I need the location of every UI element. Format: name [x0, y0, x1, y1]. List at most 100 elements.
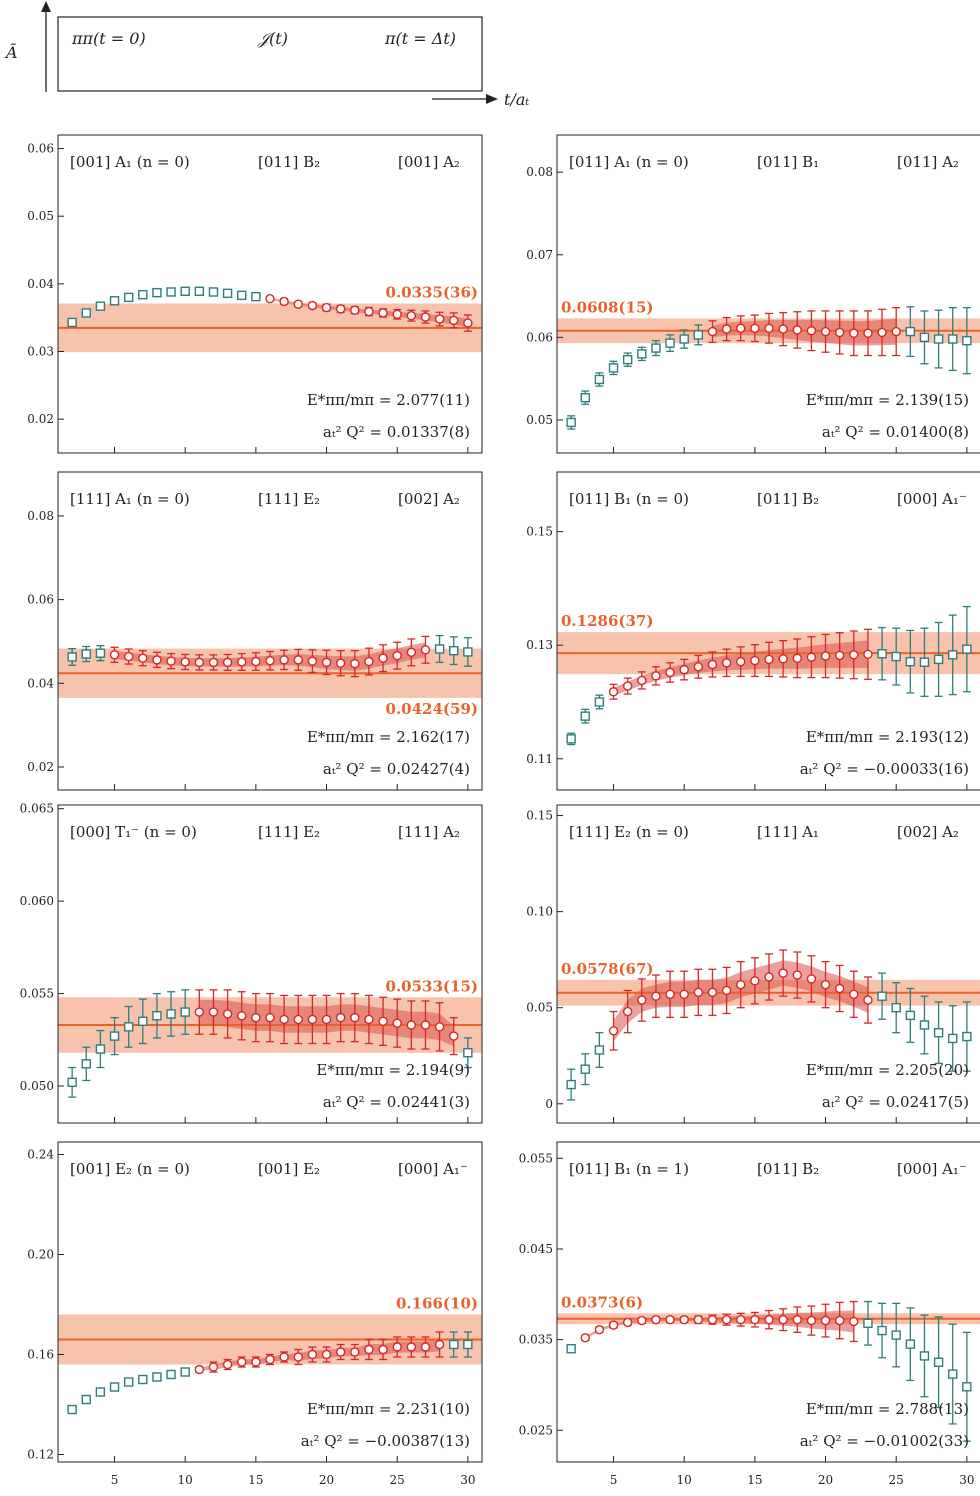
- excluded-data-point: [891, 627, 901, 686]
- q2-label: aₜ² Q² = −0.01002(33): [800, 1432, 969, 1450]
- energy-label: E*ππ/mπ = 2.077(11): [307, 391, 470, 409]
- plot-area: [557, 306, 980, 430]
- fit-data-point: [420, 635, 431, 664]
- fit-data-point: [707, 968, 718, 1017]
- excluded-data-point: [194, 286, 205, 296]
- fit-data-point: [463, 314, 473, 332]
- fit-data-point: [834, 1301, 845, 1340]
- excluded-data-point: [651, 340, 661, 357]
- excluded-data-point: [449, 1331, 459, 1358]
- irrep-label-source: [011] B₁ (n = 0): [569, 490, 689, 508]
- fit-data-point: [707, 1314, 718, 1325]
- fit-value-label: 0.0578(67): [561, 960, 653, 978]
- excluded-data-point: [919, 310, 930, 365]
- excluded-data-point: [152, 992, 162, 1039]
- fit-data-point: [736, 646, 746, 678]
- fit-data-point: [335, 1343, 346, 1361]
- excluded-data-point: [180, 1367, 190, 1377]
- panel-left-3: 0.050 0.055 0.060 0.065 [000] T₁⁻ (n = 0) [11…: [20, 802, 483, 1124]
- fit-data-point: [820, 1303, 831, 1338]
- excluded-data-point: [877, 1302, 887, 1359]
- fit-data-point: [608, 683, 619, 700]
- fit-data-point: [180, 653, 190, 671]
- y-tick-label: 0.16: [27, 1348, 54, 1362]
- irrep-label-source: [001] A₁ (n = 0): [70, 153, 190, 171]
- fit-data-point: [251, 1356, 261, 1368]
- excluded-data-point: [566, 1068, 576, 1101]
- fit-data-point: [208, 989, 219, 1035]
- fit-data-point: [764, 953, 774, 1001]
- fit-data-point: [863, 310, 873, 357]
- irrep-label-source: [011] A₁ (n = 0): [569, 153, 689, 171]
- fit-data-point: [622, 677, 633, 695]
- excluded-data-point: [123, 1377, 134, 1387]
- fit-data-point: [806, 310, 817, 352]
- excluded-data-point: [251, 292, 261, 302]
- y-tick-label: 0.04: [27, 277, 54, 291]
- excluded-data-point: [138, 1374, 148, 1385]
- fit-data-point: [293, 299, 303, 309]
- q2-label: aₜ² Q² = −0.00033(16): [800, 760, 969, 778]
- fit-value-label: 0.0335(36): [386, 283, 478, 301]
- fit-data-point: [364, 647, 374, 676]
- irrep-label-sink: [002] A₂: [897, 823, 959, 841]
- x-tick-label: 10: [178, 1473, 193, 1487]
- y-tick-label: 0.045: [519, 1242, 553, 1256]
- excluded-data-point: [877, 972, 887, 1020]
- fit-data-point: [721, 648, 732, 678]
- excluded-data-point: [919, 627, 930, 697]
- y-tick-label: 0.10: [526, 905, 553, 919]
- source-operator-label: ππ(t = 0): [71, 29, 146, 48]
- fit-value-label: 0.166(10): [396, 1295, 478, 1313]
- excluded-data-point: [891, 1302, 901, 1368]
- fit-data-point: [321, 1346, 332, 1363]
- fit-data-point: [849, 970, 859, 1018]
- amplitude-axis-arrow: [41, 1, 51, 12]
- panels-container: 0.02 0.03 0.04 0.05 0.06 [001] A₁ (n = 0) [011…: [20, 134, 980, 1487]
- fit-data-point: [406, 309, 417, 322]
- fit-data-point: [778, 1308, 788, 1332]
- fit-data-point: [608, 1320, 619, 1330]
- excluded-data-point: [948, 614, 958, 696]
- fit-data-point: [679, 970, 689, 1018]
- excluded-data-point: [905, 306, 916, 358]
- irrep-label-sink: [011] A₂: [897, 153, 959, 171]
- excluded-data-point: [608, 360, 619, 376]
- fit-data-point: [194, 654, 205, 671]
- excluded-data-point: [237, 290, 247, 301]
- fit-data-point: [237, 1356, 247, 1368]
- fit-data-point: [679, 1314, 689, 1325]
- fit-data-point: [279, 1351, 289, 1363]
- energy-label: E*ππ/mπ = 2.788(13): [806, 1400, 969, 1418]
- energy-label: E*ππ/mπ = 2.162(17): [307, 728, 470, 746]
- y-tick-label: 0.060: [20, 894, 54, 908]
- excluded-data-point: [463, 1037, 473, 1069]
- excluded-data-point: [81, 1394, 91, 1405]
- fit-data-point: [265, 294, 275, 304]
- amplitude-axis-label: Ã: [4, 42, 18, 62]
- fit-data-point: [820, 310, 831, 353]
- fit-data-point: [792, 951, 802, 999]
- fit-data-point: [764, 641, 774, 678]
- fit-data-point: [152, 651, 162, 669]
- fit-data-point: [637, 671, 647, 690]
- plot-area: [58, 634, 482, 698]
- timeline-box: [57, 16, 483, 92]
- fit-data-point: [434, 1002, 445, 1052]
- fit-data-point: [877, 308, 887, 357]
- fit-value-label: 0.0424(59): [386, 700, 478, 718]
- fit-data-point: [651, 1314, 661, 1325]
- x-tick-label: 25: [390, 1473, 405, 1487]
- excluded-data-point: [962, 1001, 972, 1072]
- fit-data-point: [721, 316, 732, 342]
- fit-data-point: [750, 643, 760, 678]
- excluded-data-point: [693, 324, 704, 346]
- irrep-label-sink: [111] A₂: [398, 823, 460, 841]
- irrep-label-current: [111] E₂: [258, 823, 320, 841]
- y-tick-label: 0.15: [526, 809, 553, 823]
- fit-data-point: [265, 1353, 275, 1366]
- fit-data-point: [434, 1331, 445, 1358]
- x-tick-label: 20: [319, 1473, 334, 1487]
- y-tick-label: 0.06: [526, 330, 553, 344]
- y-tick-label: 0.055: [519, 1151, 553, 1165]
